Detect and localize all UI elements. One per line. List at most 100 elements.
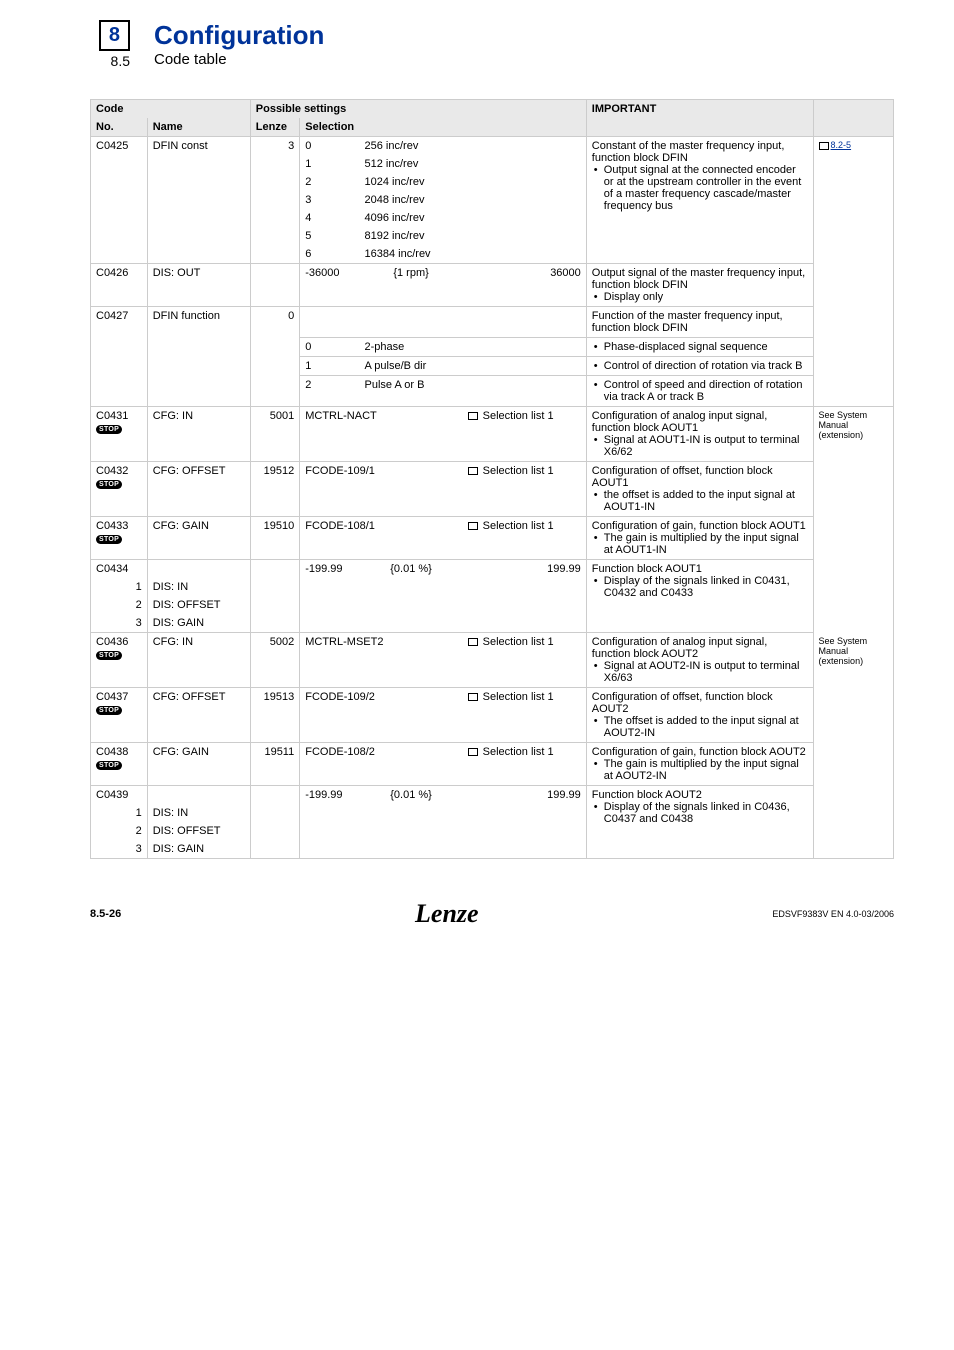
important-text: Output signal of the master frequency in… <box>586 264 813 307</box>
code-no: C0425 <box>91 137 148 264</box>
col-no: No. <box>91 118 148 137</box>
col-ref-blank <box>813 100 893 119</box>
book-icon <box>468 522 478 530</box>
opt-val: 1024 inc/rev <box>360 173 587 191</box>
sel-list-text: Selection list 1 <box>483 746 554 758</box>
important-main: Configuration of offset, function block … <box>592 691 773 715</box>
sub-val: DIS: IN <box>147 578 250 596</box>
important-bullet: Display only <box>592 291 808 303</box>
important-bullet: The gain is multiplied by the input sign… <box>592 758 808 782</box>
sel-text: MCTRL-NACT <box>300 407 463 462</box>
range-max: 199.99 <box>463 786 587 859</box>
sel-text: FCODE-108/2 <box>300 743 463 786</box>
table-row: C0427 DFIN function 0 Function of the ma… <box>91 307 894 338</box>
range-unit: {1 rpm} <box>360 264 463 307</box>
sel-list: Selection list 1 <box>463 688 587 743</box>
code-name: CFG: GAIN <box>147 743 250 786</box>
important-bullet: Control of direction of rotation via tra… <box>592 360 808 372</box>
col-important: IMPORTANT <box>586 100 813 119</box>
sel-list-text: Selection list 1 <box>483 520 554 532</box>
code-no: C0437STOP <box>91 688 148 743</box>
important-text: Control of speed and direction of rotati… <box>586 376 813 407</box>
table-row: C0425 DFIN const 3 0 256 inc/rev Constan… <box>91 137 894 156</box>
important-text: Function block AOUT1Display of the signa… <box>586 560 813 633</box>
code-no: C0436STOP <box>91 633 148 688</box>
table-row: C0438STOP CFG: GAIN 19511 FCODE-108/2 Se… <box>91 743 894 786</box>
code-lenze: 19510 <box>250 517 299 560</box>
important-text: Function of the master frequency input, … <box>586 307 813 338</box>
code-no: C0431STOP <box>91 407 148 462</box>
book-icon <box>468 693 478 701</box>
header-left: 8 8.5 <box>90 20 130 69</box>
range-min: -36000 <box>300 264 360 307</box>
opt-key: 5 <box>300 227 360 245</box>
sub-key: 2 <box>91 822 148 840</box>
ref-cell: 8.2-5 <box>813 137 893 264</box>
opt-val: 256 inc/rev <box>360 137 587 156</box>
important-text: Control of direction of rotation via tra… <box>586 357 813 376</box>
code-lenze <box>250 264 299 307</box>
code-no: C0426 <box>91 264 148 307</box>
important-main: Configuration of gain, function block AO… <box>592 746 806 758</box>
sel-list-text: Selection list 1 <box>483 691 554 703</box>
sel-list-text: Selection list 1 <box>483 465 554 477</box>
table-row: C0436STOP CFG: IN 5002 MCTRL-MSET2 Selec… <box>91 633 894 688</box>
sel-text: MCTRL-MSET2 <box>300 633 463 688</box>
code-name: CFG: OFFSET <box>147 688 250 743</box>
sel-text: FCODE-109/2 <box>300 688 463 743</box>
col-imp-blank <box>586 118 813 137</box>
sel-list: Selection list 1 <box>463 407 587 462</box>
table-row: C0432STOP CFG: OFFSET 19512 FCODE-109/1 … <box>91 462 894 517</box>
opt-val: 2048 inc/rev <box>360 191 587 209</box>
important-bullet: Signal at AOUT1-IN is output to terminal… <box>592 434 808 458</box>
code-name: DFIN const <box>147 137 250 264</box>
opt-val: 8192 inc/rev <box>360 227 587 245</box>
important-main: Configuration of offset, function block … <box>592 465 773 489</box>
code-lenze: 19513 <box>250 688 299 743</box>
important-bullet: The offset is added to the input signal … <box>592 715 808 739</box>
opt-key: 3 <box>300 191 360 209</box>
code-name: CFG: OFFSET <box>147 462 250 517</box>
opt-val: A pulse/B dir <box>360 357 587 376</box>
stop-icon: STOP <box>96 535 122 544</box>
code-name: DFIN function <box>147 307 250 407</box>
code-no-text: C0437 <box>96 691 128 703</box>
opt-blank <box>300 307 587 338</box>
ref-link[interactable]: 8.2-5 <box>831 140 852 150</box>
sub-val: DIS: OFFSET <box>147 822 250 840</box>
sub-key: 3 <box>91 614 148 633</box>
footer-logo: Lenze <box>415 899 479 929</box>
chapter-number: 8 <box>99 20 130 51</box>
table-row: C0434 -199.99 {0.01 %} 199.99 Function b… <box>91 560 894 579</box>
sub-val: DIS: GAIN <box>147 840 250 859</box>
book-icon <box>468 412 478 420</box>
opt-key: 6 <box>300 245 360 264</box>
code-no: C0427 <box>91 307 148 407</box>
important-text: Configuration of gain, function block AO… <box>586 743 813 786</box>
sub-val: DIS: OFFSET <box>147 596 250 614</box>
table-header-row-2: No. Name Lenze Selection <box>91 118 894 137</box>
col-code: Code <box>91 100 251 119</box>
code-lenze: 5001 <box>250 407 299 462</box>
code-no: C0432STOP <box>91 462 148 517</box>
opt-val: 2-phase <box>360 338 587 357</box>
important-text: Constant of the master frequency input, … <box>586 137 813 264</box>
opt-key: 1 <box>300 357 360 376</box>
table-row: C0433STOP CFG: GAIN 19510 FCODE-108/1 Se… <box>91 517 894 560</box>
section-number: 8.5 <box>90 53 130 69</box>
book-icon <box>819 142 829 150</box>
important-main: Configuration of analog input signal, fu… <box>592 636 768 660</box>
code-no: C0434 <box>91 560 148 579</box>
sel-list: Selection list 1 <box>463 743 587 786</box>
col-selection: Selection <box>300 118 587 137</box>
code-lenze: 19512 <box>250 462 299 517</box>
sub-key: 1 <box>91 804 148 822</box>
opt-val: 512 inc/rev <box>360 155 587 173</box>
range-unit: {0.01 %} <box>360 560 463 633</box>
important-bullet: Display of the signals linked in C0436, … <box>592 801 808 825</box>
col-possible: Possible settings <box>250 100 586 119</box>
sel-list: Selection list 1 <box>463 517 587 560</box>
important-text: Function block AOUT2Display of the signa… <box>586 786 813 859</box>
opt-val: Pulse A or B <box>360 376 587 407</box>
page-footer: 8.5-26 Lenze EDSVF9383V EN 4.0-03/2006 <box>0 859 954 959</box>
